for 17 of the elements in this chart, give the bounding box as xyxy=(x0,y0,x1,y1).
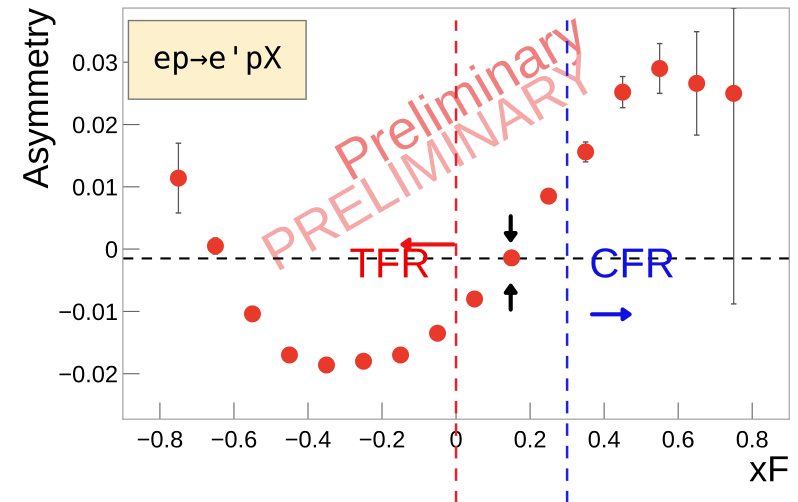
x-tick-label: −0.4 xyxy=(286,430,331,448)
y-tick-label: −0.02 xyxy=(59,366,117,382)
y-tick-label: 0.03 xyxy=(73,54,117,72)
x-tick-label: −0.6 xyxy=(212,430,256,448)
y-axis-title: Asymmetry xyxy=(23,8,56,189)
x-tick-label: 0.2 xyxy=(514,430,546,448)
y-tick-label: −0.01 xyxy=(59,303,117,320)
x-tick-label: 0.4 xyxy=(588,430,620,448)
x-tick-label: −0.2 xyxy=(360,430,404,448)
x-tick-label: 0.8 xyxy=(736,430,768,448)
x-axis-title: xF xyxy=(750,456,788,482)
y-tick-label: 0.01 xyxy=(73,178,117,196)
annotation: CFR xyxy=(591,248,674,278)
y-tick-label: 0 xyxy=(106,241,118,258)
y-tick-label: 0.02 xyxy=(73,116,117,134)
x-tick-label: −0.8 xyxy=(138,430,182,448)
x-tick-label: 0.6 xyxy=(662,430,694,448)
